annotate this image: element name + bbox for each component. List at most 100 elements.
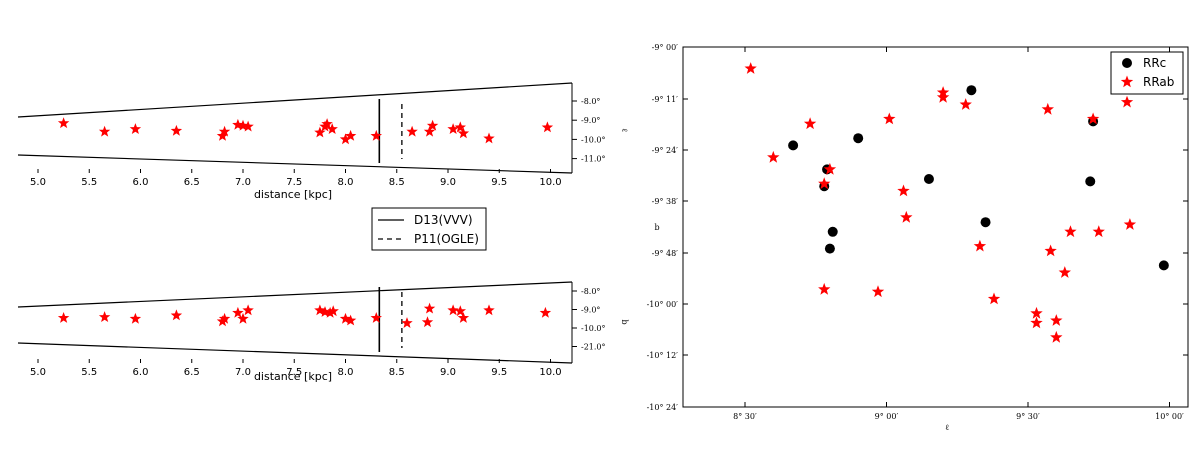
- points-bottom: [57, 302, 552, 328]
- data-point-rrab: [1123, 218, 1137, 230]
- data-point-rrab: [744, 62, 757, 74]
- x-tick-label: 8° 30′: [733, 412, 757, 421]
- points-right: [744, 62, 1169, 343]
- x-tick-label: 8.0: [338, 367, 354, 378]
- x-tick-label: 10° 00′: [1155, 412, 1184, 421]
- data-point-star: [242, 120, 254, 132]
- data-point-star: [423, 302, 436, 314]
- x-tick-label: 5.5: [81, 367, 97, 378]
- wedge-lower-edge: [17, 154, 573, 174]
- panel-top-left: 5.0 5.5 6.0 6.5 7.0 7.5 8.0 8.5 9.0 9.5 10.0 -8.0°…: [17, 82, 629, 201]
- data-point-star: [483, 304, 495, 316]
- x-tick-label: 7.5: [286, 367, 302, 378]
- data-point-rrab: [767, 150, 780, 163]
- series-legend: RRc RRab: [1110, 51, 1184, 95]
- data-point-rrab: [823, 162, 837, 175]
- x-tick-label: 6.5: [184, 367, 200, 378]
- data-point-star: [98, 125, 111, 137]
- data-point-star: [447, 123, 459, 134]
- y-tick-label: -9° 24′: [652, 146, 679, 155]
- xticks-bottom: 5.0 5.5 6.0 6.5 7.0 7.5 8.0 8.5 9.0 9.5 10.0: [30, 359, 562, 378]
- data-point-star: [344, 129, 357, 141]
- data-point-rrc: [1085, 176, 1096, 187]
- data-point-rrab: [1050, 314, 1063, 326]
- wedge-upper-edge-bottom: [17, 281, 573, 308]
- data-point-star: [454, 121, 466, 133]
- data-point-star: [339, 312, 352, 324]
- x-tick-label: 9.0: [440, 367, 456, 378]
- data-point-rrab: [897, 184, 910, 197]
- data-point-star: [319, 306, 331, 317]
- r-tick-label: -8.0°: [581, 97, 600, 106]
- x-tick-label: 6.5: [184, 177, 200, 188]
- r-tick-label: -10.0°: [581, 135, 606, 144]
- y-tick-label: -9° 48′: [652, 249, 679, 258]
- data-point-rrab: [987, 292, 1001, 305]
- data-point-rrab: [936, 90, 950, 103]
- data-point-rrab: [871, 285, 885, 298]
- vlines-bottom: [378, 287, 403, 352]
- data-point-star: [457, 127, 470, 139]
- data-point-star: [344, 314, 357, 326]
- data-point-star: [539, 306, 552, 318]
- r-tick-label: -9.0°: [581, 306, 600, 315]
- data-point-star: [457, 312, 470, 323]
- data-point-star: [447, 304, 459, 316]
- data-point-star: [242, 304, 254, 316]
- x-tick-label: 9° 30′: [1016, 412, 1040, 421]
- data-point-rrab: [973, 239, 987, 252]
- ylabel-top: ℓ: [620, 128, 629, 132]
- legend-rrab-marker: [1120, 75, 1134, 88]
- x-tick-label: 5.0: [30, 367, 46, 378]
- data-point-rrab: [1050, 330, 1063, 343]
- data-point-star: [129, 312, 142, 324]
- data-point-rrab: [1092, 225, 1105, 238]
- legend-rrc-marker: [1122, 58, 1132, 68]
- x-tick-label: 6.0: [133, 367, 149, 378]
- data-point-star: [327, 305, 339, 317]
- wedge-lower-edge-bottom: [17, 342, 573, 364]
- y-tick-label: -9° 38′: [652, 197, 679, 206]
- x-tick-label: 10.0: [539, 367, 561, 378]
- y-tick-label: -9° 11′: [652, 95, 679, 104]
- legend-rrab-label: RRab: [1143, 75, 1174, 89]
- data-point-rrab: [900, 210, 913, 223]
- data-point-star: [170, 309, 183, 321]
- data-point-rrab: [1044, 244, 1057, 257]
- xlabel-bottom: distance [kpc]: [254, 370, 332, 383]
- data-point-rrab: [1064, 225, 1077, 238]
- data-point-rrab: [1041, 102, 1054, 115]
- data-point-star: [541, 121, 554, 133]
- data-point-rrc: [788, 140, 799, 151]
- xlabel-top: distance [kpc]: [254, 188, 332, 201]
- data-point-star: [170, 124, 183, 136]
- x-tick-label: 9.5: [491, 177, 507, 188]
- panel-bottom-left: 5.0 5.5 6.0 6.5 7.0 7.5 8.0 8.5 9.0 9.5 10.0 -8.0°…: [17, 281, 629, 383]
- xticks-right: 8° 30′ 9° 00′ 9° 30′ 10° 00′: [733, 47, 1184, 421]
- data-point-star: [406, 125, 418, 137]
- x-tick-label: 8.5: [389, 367, 405, 378]
- data-point-star: [314, 126, 326, 138]
- xlabel-right: ℓ: [945, 423, 949, 432]
- data-point-rrab: [1086, 112, 1100, 125]
- data-point-star: [483, 132, 495, 144]
- y-tick-label: -10° 24′: [647, 403, 679, 412]
- data-point-rrab: [1030, 306, 1043, 319]
- x-tick-label: 9.0: [440, 177, 456, 188]
- vlines-top: [378, 99, 403, 163]
- r-tick-label: -21.0°: [581, 343, 606, 352]
- data-point-star: [218, 312, 231, 324]
- data-point-star: [218, 125, 231, 137]
- rticks-top: -8.0° -9.0° -10.0° -11.0°: [572, 97, 606, 164]
- data-point-rrc: [824, 243, 835, 254]
- data-point-star: [324, 306, 336, 318]
- data-point-rrab: [818, 177, 831, 190]
- line-legend-frame: [371, 207, 487, 251]
- data-point-rrc: [923, 174, 934, 184]
- data-point-star: [426, 119, 439, 131]
- data-point-star: [454, 305, 466, 317]
- x-tick-label: 5.5: [81, 177, 97, 188]
- data-point-star: [421, 316, 434, 328]
- data-point-star: [326, 123, 338, 134]
